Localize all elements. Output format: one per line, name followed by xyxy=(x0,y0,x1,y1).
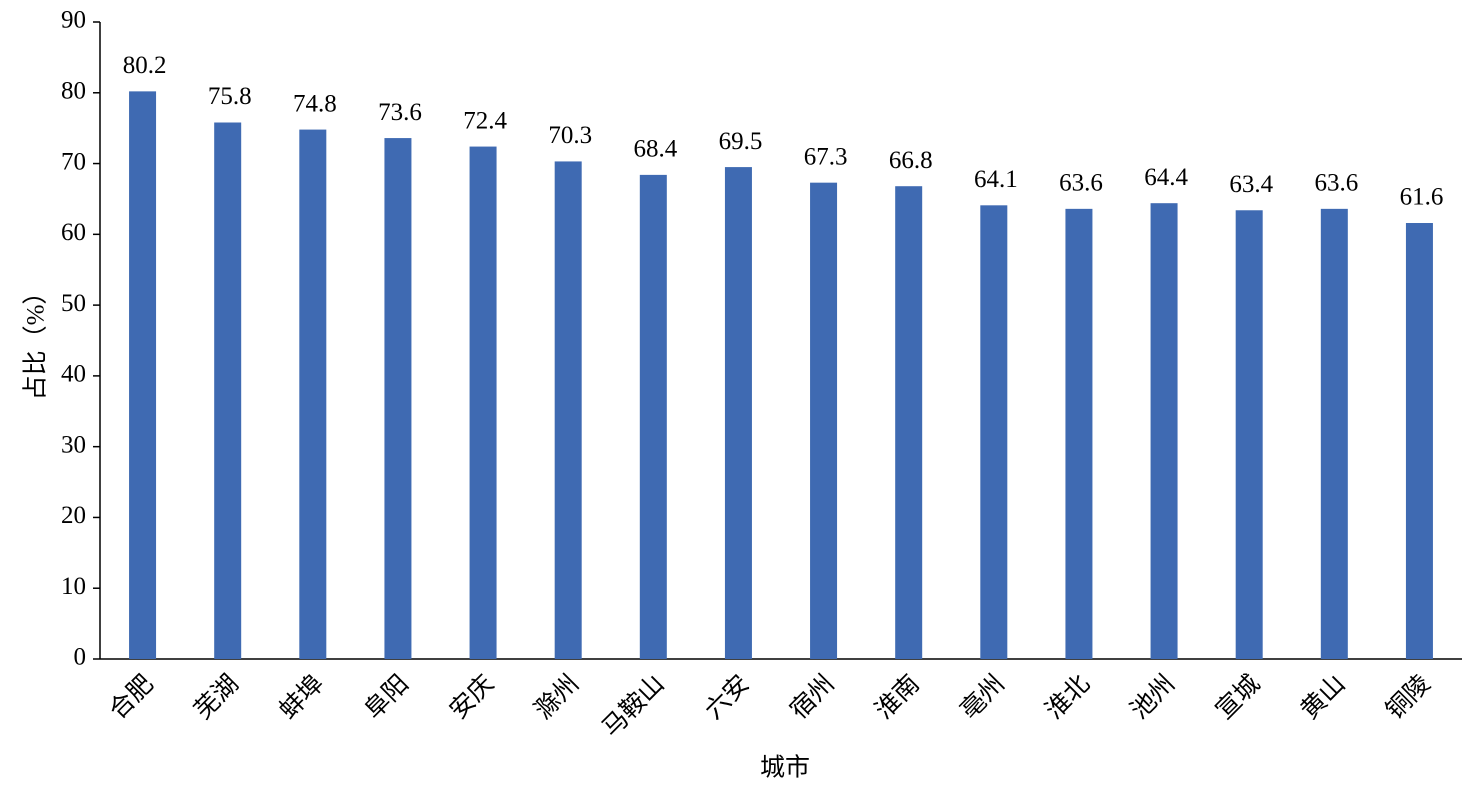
x-tick-label: 铜陵 xyxy=(1381,669,1436,724)
bar xyxy=(129,91,157,659)
value-label: 73.6 xyxy=(378,99,422,126)
y-tick-label: 40 xyxy=(61,361,86,388)
y-tick-label: 0 xyxy=(74,644,87,671)
x-tick-label: 马鞍山 xyxy=(597,669,670,742)
x-tick-label: 池州 xyxy=(1125,669,1180,724)
bar xyxy=(810,182,838,659)
x-tick-label: 宿州 xyxy=(785,669,840,724)
y-tick-label: 10 xyxy=(61,573,86,600)
x-axis-title: 城市 xyxy=(760,754,810,782)
x-tick-label: 淮北 xyxy=(1040,669,1095,724)
value-label: 64.4 xyxy=(1144,164,1188,191)
x-tick-label: 滁州 xyxy=(529,669,584,724)
value-label: 69.5 xyxy=(719,128,763,155)
y-tick-label: 70 xyxy=(61,148,86,175)
value-label: 75.8 xyxy=(208,83,252,110)
x-tick-label: 亳州 xyxy=(955,669,1010,724)
bar xyxy=(895,186,923,659)
bar xyxy=(1405,223,1433,659)
x-tick-label: 安庆 xyxy=(444,669,499,724)
bar xyxy=(980,205,1008,659)
y-tick-label: 80 xyxy=(61,78,86,105)
value-label: 63.6 xyxy=(1314,170,1358,197)
value-label: 66.8 xyxy=(889,147,933,174)
bar xyxy=(554,161,582,659)
x-tick-label: 六安 xyxy=(700,669,755,724)
bar xyxy=(384,138,412,659)
value-label: 63.6 xyxy=(1059,170,1103,197)
value-label: 68.4 xyxy=(633,136,677,163)
x-tick-label: 宣城 xyxy=(1210,669,1265,724)
x-tick-label: 蚌埠 xyxy=(274,669,329,724)
bar xyxy=(1065,208,1093,659)
y-tick-label: 90 xyxy=(61,7,86,34)
y-tick-label: 60 xyxy=(61,219,86,246)
value-label: 74.8 xyxy=(293,90,337,117)
bar xyxy=(214,122,242,659)
bar xyxy=(1235,210,1263,659)
bar xyxy=(299,129,327,660)
x-tick-label: 阜阳 xyxy=(359,669,414,724)
y-tick-label: 50 xyxy=(61,290,86,317)
y-tick-label: 30 xyxy=(61,431,86,458)
x-tick-label: 黄山 xyxy=(1295,669,1350,724)
bar xyxy=(469,146,497,659)
bar xyxy=(1320,208,1348,659)
value-label: 64.1 xyxy=(974,166,1018,193)
value-label: 72.4 xyxy=(463,107,507,134)
value-label: 63.4 xyxy=(1229,171,1273,198)
value-label: 70.3 xyxy=(548,122,592,149)
bar xyxy=(724,167,752,659)
x-tick-label: 淮南 xyxy=(870,669,925,724)
x-tick-label: 合肥 xyxy=(104,669,159,724)
y-axis-title: 占比（%） xyxy=(22,280,50,401)
x-tick-label: 芜湖 xyxy=(189,669,244,724)
value-label: 61.6 xyxy=(1400,184,1444,211)
bar xyxy=(639,174,667,659)
bar xyxy=(1150,203,1178,660)
value-label: 67.3 xyxy=(804,143,848,170)
value-label: 80.2 xyxy=(123,52,167,79)
y-tick-label: 20 xyxy=(61,502,86,529)
